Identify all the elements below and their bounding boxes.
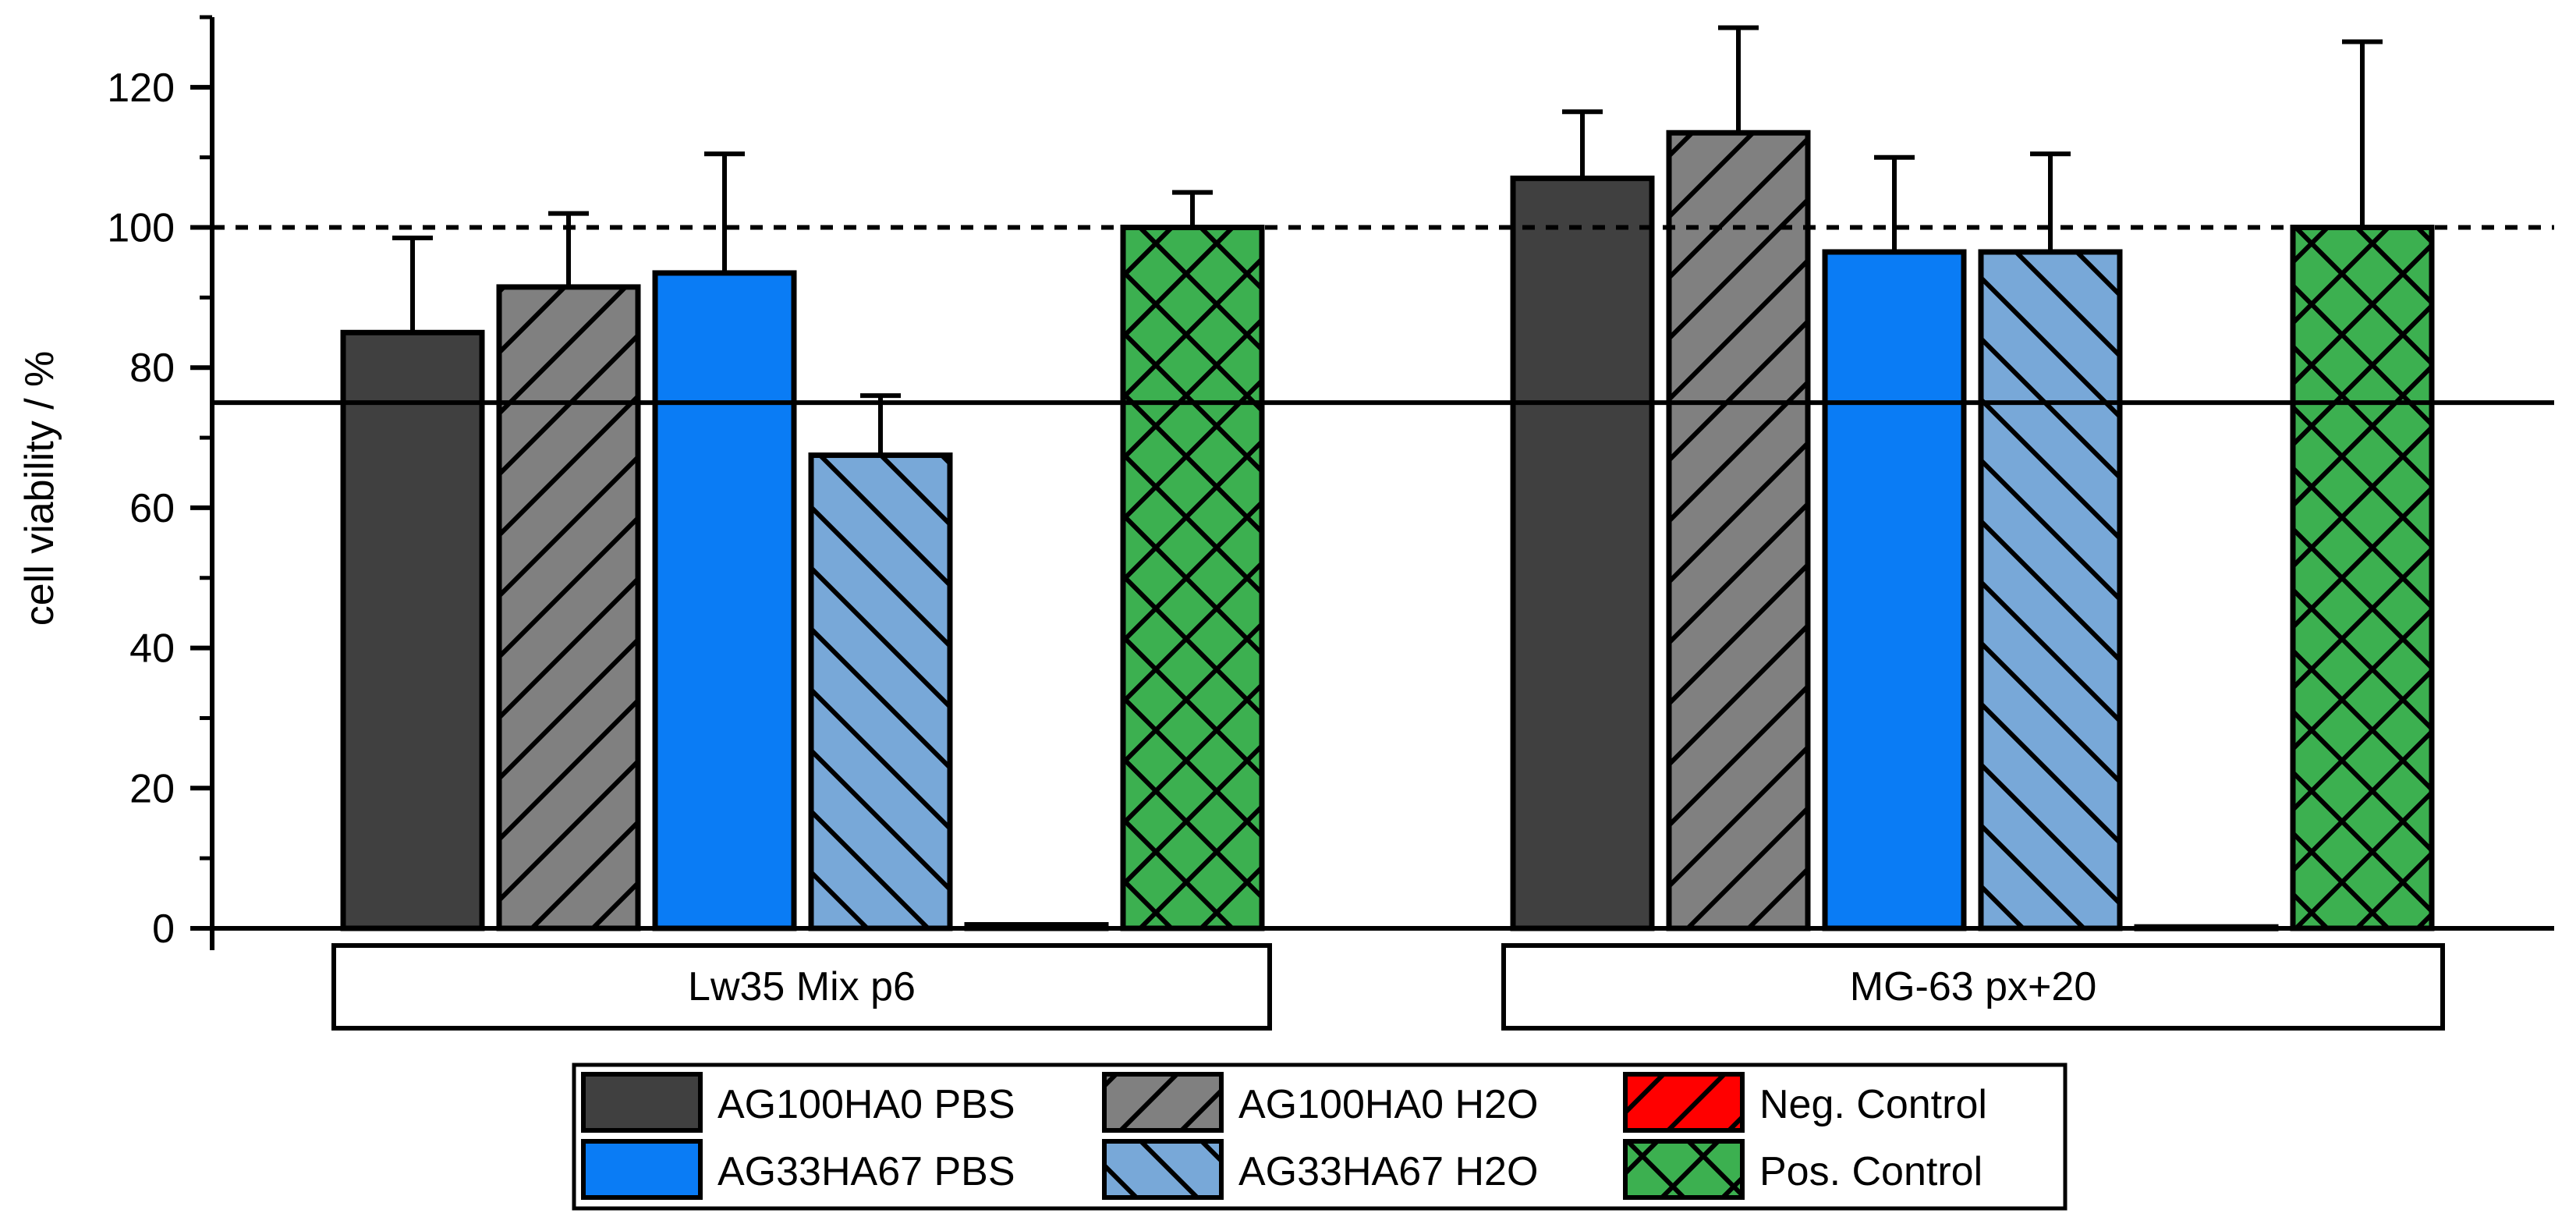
category-box-2 [1501,943,2445,1031]
bar-1-group-1 [340,329,485,931]
legend-label-1: AG100HA0 PBS [718,1082,1015,1127]
bar-2-group-2 [1666,129,1811,931]
legend-label-6: Pos. Control [1759,1149,1982,1194]
legend-frame [572,1063,2068,1211]
legend-swatch-3 [581,1139,703,1200]
category-label-2: MG-63 px+20 [1850,964,2097,1009]
reference-lines-layer [212,225,2554,406]
y-tick-label: 100 [107,206,175,251]
bar-6-group-1 [1120,225,1265,931]
bar-1-group-2 [1510,176,1655,931]
category-label-1: Lw35 Mix p6 [688,964,916,1009]
y-tick-label: 20 [129,766,175,811]
legend: AG100HA0 PBS AG100HA0 H2O AG33HA67 PBS AG33… [572,1063,2068,1211]
legend-label-2: AG100HA0 H2O [1238,1082,1538,1127]
legend-label-5: Neg. Control [1759,1082,1987,1127]
axes-layer: 0 20 40 60 80 100 120 cell viability / % [17,15,2554,952]
bar-2-group-1 [496,284,641,931]
legend-label-4: AG33HA67 H2O [1238,1149,1538,1194]
legend-swatch-5 [1623,1072,1745,1133]
legend-swatch-6 [1623,1139,1745,1200]
category-box-1 [331,943,1272,1031]
y-axis-label: cell viability / % [17,351,62,626]
legend-label-3: AG33HA67 PBS [718,1149,1015,1194]
y-tick-label: 60 [129,486,175,531]
bars-layer [340,25,2435,931]
legend-swatch-2 [1102,1072,1224,1133]
bar-3-group-1 [652,270,797,931]
y-tick-label: 40 [129,626,175,672]
y-tick-label: 80 [129,346,175,391]
bar-4-group-2 [1978,249,2123,931]
legend-swatch-4 [1102,1139,1224,1200]
y-tick-label: 0 [152,906,175,952]
bar-3-group-2 [1822,249,1967,931]
legend-swatch-1 [581,1072,703,1133]
bar-4-group-1 [808,452,953,931]
bar-6-group-2 [2290,225,2435,931]
y-tick-label: 120 [107,66,175,111]
group-labels-layer: Lw35 Mix p6 MG-63 px+20 [331,943,2445,1031]
